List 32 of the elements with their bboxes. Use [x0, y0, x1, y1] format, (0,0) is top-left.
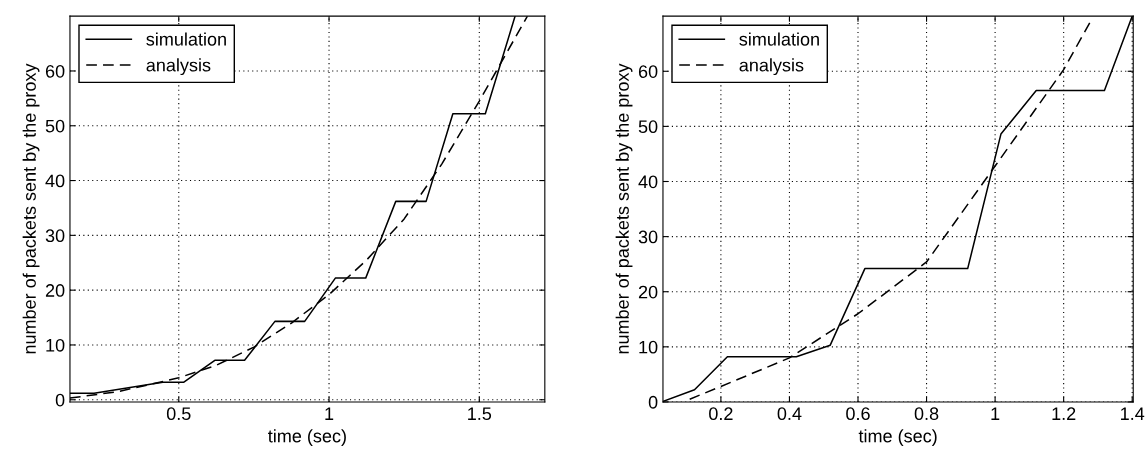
y-tick-label: 40 — [45, 174, 65, 188]
legend-label: simulation — [739, 32, 819, 46]
y-tick-label: 50 — [638, 120, 658, 134]
y-axis-title: number of packets sent by the proxy — [22, 63, 40, 354]
y-axis-title: number of packets sent by the proxy — [615, 63, 633, 354]
x-axis-title: time (sec) — [858, 429, 937, 447]
y-tick-label: 10 — [46, 338, 65, 352]
legend-label: analysis — [739, 58, 804, 76]
x-tick-label: 0.4 — [777, 407, 802, 421]
x-tick-label: 0.8 — [914, 407, 939, 421]
x-tick-label: 1 — [325, 407, 334, 420]
x-tick-label: 0.6 — [846, 407, 870, 421]
y-tick-label: 50 — [45, 119, 65, 133]
x-axis-title: time (sec) — [268, 429, 346, 447]
y-tick-label: 0 — [648, 395, 658, 409]
y-tick-label: 30 — [45, 229, 65, 243]
x-tick-label: 0.2 — [709, 407, 733, 421]
y-tick-label: 20 — [45, 284, 65, 297]
x-tick-label: 1 — [991, 407, 1000, 420]
y-tick-label: 60 — [638, 65, 658, 78]
y-tick-label: 0 — [55, 393, 65, 407]
y-tick-label: 10 — [639, 340, 658, 354]
y-tick-label: 40 — [638, 175, 658, 189]
y-tick-label: 20 — [638, 285, 658, 299]
x-tick-label: 1.2 — [1052, 407, 1076, 420]
legend-label: simulation — [146, 32, 226, 46]
x-tick-label: 1.4 — [1121, 407, 1145, 420]
legend-label: analysis — [146, 58, 211, 76]
y-tick-label: 60 — [45, 64, 65, 78]
x-tick-label: 1.5 — [468, 407, 492, 421]
y-tick-label: 30 — [638, 230, 658, 244]
x-tick-label: 0.5 — [166, 407, 191, 421]
